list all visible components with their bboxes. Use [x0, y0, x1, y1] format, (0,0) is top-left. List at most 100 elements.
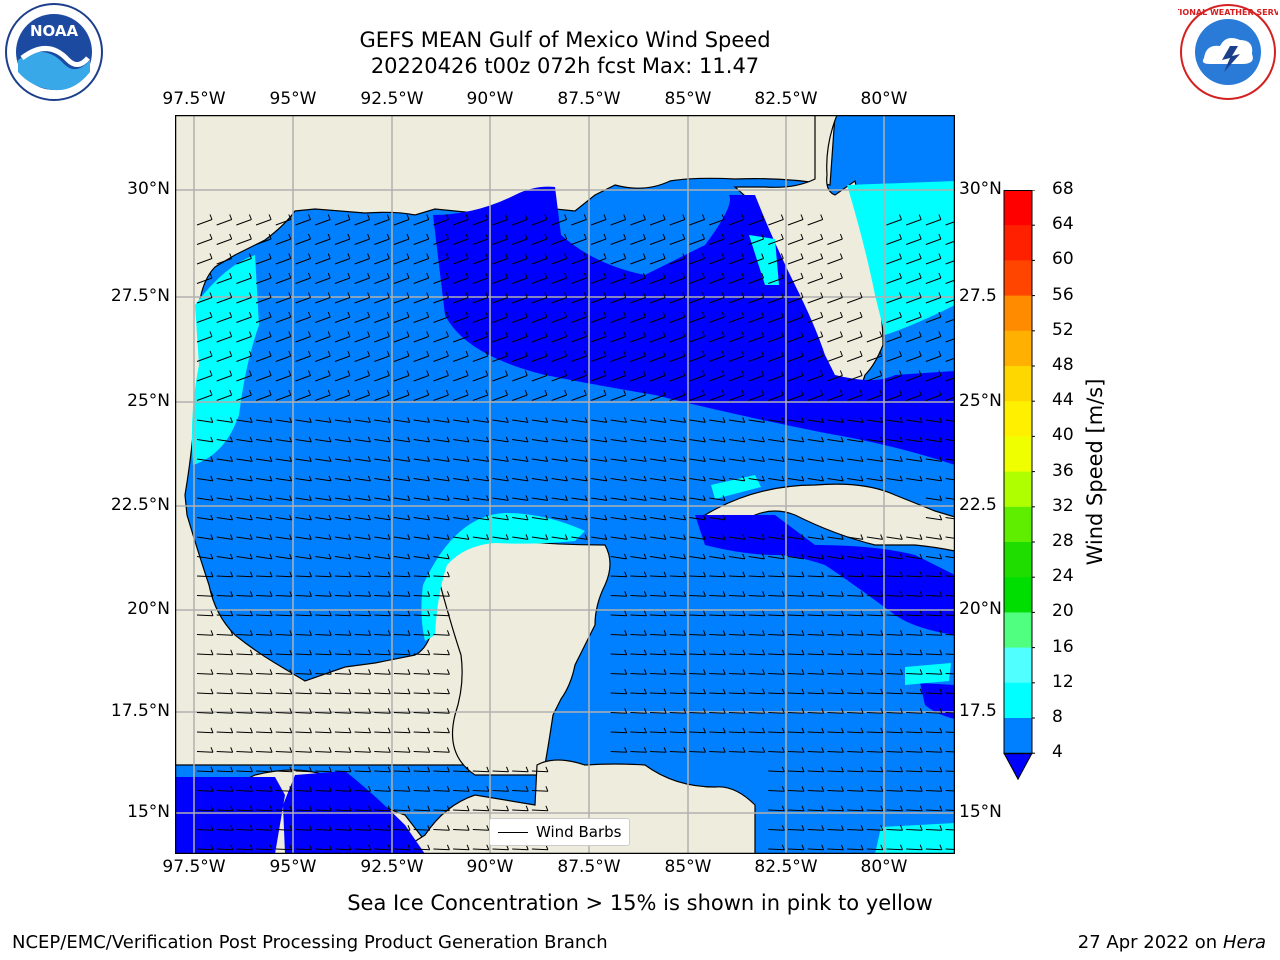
- wind-barb-flag: [309, 591, 312, 597]
- wind-barb-flag: [663, 708, 667, 714]
- wind-barb: [748, 575, 765, 578]
- wind-barb-flag: [288, 214, 292, 220]
- map-legend: Wind Barbs: [489, 818, 631, 846]
- wind-barb-flag: [249, 534, 253, 540]
- wind-barb: [393, 712, 411, 714]
- wind-barb: [393, 394, 410, 401]
- wind-barb-flag: [445, 350, 449, 357]
- wind-barb-flag: [288, 272, 292, 279]
- wind-barb: [847, 458, 863, 462]
- colorbar-segment: [1004, 401, 1032, 437]
- wind-barb-flag: [348, 495, 352, 501]
- wind-barb-flag: [486, 766, 490, 772]
- wind-barb: [590, 375, 607, 382]
- wind-barb-flag: [327, 370, 331, 376]
- wind-barb-flag: [386, 311, 390, 318]
- wind-barb: [571, 355, 587, 362]
- wind-barb-flag: [938, 389, 942, 396]
- wind-barb: [768, 439, 785, 443]
- wind-barb: [649, 355, 666, 362]
- wind-barb-flag: [919, 786, 923, 792]
- wind-barb: [649, 219, 666, 226]
- wind-barb-flag: [289, 786, 293, 792]
- wind-barb: [728, 731, 745, 734]
- wind-barb-flag: [427, 630, 431, 636]
- wind-barb: [393, 355, 410, 362]
- lon-label-bottom: 82.5°W: [754, 857, 818, 877]
- wind-barb-flag: [860, 417, 864, 423]
- wind-barb-flag: [210, 591, 214, 597]
- wind-barb-flag: [229, 253, 233, 259]
- wind-barb-flag: [328, 456, 332, 462]
- wind-barb: [236, 770, 253, 773]
- wind-barb: [906, 219, 922, 226]
- wind-barb-flag: [525, 475, 529, 482]
- wind-barb-flag: [309, 805, 312, 811]
- wind-barb: [925, 595, 942, 597]
- wind-barb: [492, 219, 508, 226]
- wind-barb-flag: [840, 825, 844, 831]
- wind-barb: [709, 238, 725, 245]
- wind-barb-flag: [485, 253, 489, 259]
- wind-barb: [374, 375, 390, 382]
- wind-barb: [216, 336, 232, 343]
- wind-barb: [610, 653, 627, 656]
- wind-barb: [866, 595, 883, 597]
- wind-barb: [433, 634, 450, 636]
- wind-barb: [669, 277, 685, 284]
- wind-barb-flag: [407, 688, 411, 694]
- wind-barb: [807, 790, 824, 792]
- wind-barb-flag: [446, 669, 450, 675]
- wind-barb-flag: [230, 688, 234, 694]
- wind-barb-flag: [900, 649, 903, 655]
- wind-barb-flag: [368, 786, 372, 792]
- wind-barb: [709, 375, 725, 382]
- wind-barb-flag: [702, 331, 705, 337]
- wind-barb-flag: [524, 233, 528, 240]
- lon-label-top: 97.5°W: [162, 89, 226, 109]
- wind-barb: [453, 517, 469, 521]
- wind-barb: [196, 394, 213, 401]
- wind-barb: [610, 419, 627, 423]
- wind-barb-flag: [900, 571, 903, 577]
- wind-barb-flag: [248, 233, 252, 240]
- wind-barb: [827, 634, 844, 636]
- wind-barb-flag: [367, 253, 371, 259]
- wind-barb: [295, 692, 312, 695]
- wind-barb: [275, 419, 292, 423]
- wind-barb: [748, 673, 765, 675]
- wind-barb-flag: [939, 649, 943, 655]
- wind-barb-flag: [800, 331, 804, 337]
- wind-barb-flag: [348, 786, 352, 792]
- wind-barb-flag: [801, 553, 805, 560]
- wind-barb-flag: [386, 233, 390, 240]
- wind-barb-flag: [348, 571, 352, 577]
- wind-barb: [452, 336, 469, 343]
- wind-barb-flag: [426, 253, 430, 259]
- wind-barb: [393, 517, 410, 521]
- wind-barb: [925, 653, 942, 656]
- wind-barb: [354, 692, 371, 695]
- wind-barb: [413, 458, 430, 462]
- wind-barb: [709, 614, 726, 617]
- wind-barb: [492, 258, 508, 265]
- wind-barb: [236, 355, 252, 362]
- wind-barb-flag: [624, 553, 627, 560]
- wind-barb: [906, 634, 923, 636]
- wind-barb-flag: [840, 475, 844, 482]
- wind-barb: [807, 258, 823, 265]
- wind-barb-flag: [624, 708, 628, 714]
- colorbar-segment: [1004, 612, 1032, 649]
- wind-barb: [906, 575, 923, 578]
- wind-barb: [866, 653, 883, 656]
- wind-barb-flag: [269, 553, 273, 560]
- wind-barb: [216, 790, 233, 792]
- wind-barb: [669, 517, 686, 521]
- wind-barb-flag: [781, 708, 785, 714]
- wind-barb-flag: [308, 475, 312, 482]
- wind-barb: [453, 770, 470, 773]
- wind-barb-flag: [387, 475, 391, 482]
- wind-barb-flag: [309, 825, 312, 831]
- wind-barb: [196, 751, 214, 753]
- wind-barb-flag: [427, 727, 431, 733]
